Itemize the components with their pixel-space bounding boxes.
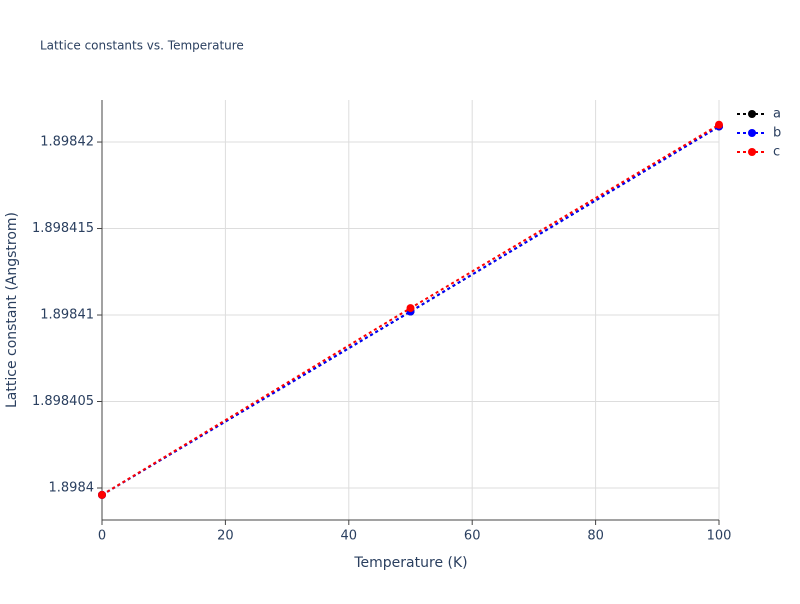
legend-label: a [773, 107, 781, 122]
legend-marker [748, 129, 756, 137]
marker [98, 490, 106, 499]
x-tick-label: 60 [464, 529, 481, 544]
legend-marker [748, 148, 756, 156]
y-tick-label: 1.8984 [49, 480, 95, 495]
x-tick-label: 20 [217, 529, 234, 544]
marker [406, 304, 415, 313]
x-tick-label: 100 [707, 529, 732, 544]
x-axis-title: Temperature (K) [353, 555, 467, 571]
y-tick-label: 1.89842 [40, 135, 94, 150]
x-tick-label: 40 [341, 529, 358, 544]
y-tick-label: 1.898405 [32, 394, 94, 409]
chart-title: Lattice constants vs. Temperature [40, 39, 244, 53]
x-tick-label: 80 [587, 529, 604, 544]
y-tick-label: 1.898415 [32, 221, 94, 236]
y-axis-title: Lattice constant (Angstrom) [4, 212, 20, 408]
legend-label: c [773, 145, 780, 160]
y-tick-label: 1.89841 [40, 308, 94, 323]
x-tick-label: 0 [98, 529, 106, 544]
marker [715, 120, 723, 129]
legend-marker [748, 110, 756, 118]
legend-label: b [773, 126, 781, 141]
